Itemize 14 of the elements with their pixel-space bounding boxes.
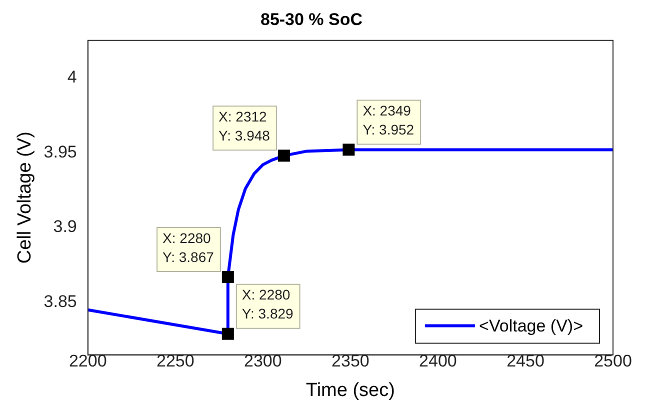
y-tick-label: 3.95 <box>44 142 77 162</box>
y-tick-label: 3.9 <box>53 217 77 236</box>
y-tick-label: 4 <box>67 68 77 87</box>
x-axis-title: Time (sec) <box>306 380 395 401</box>
x-tick-label: 2500 <box>594 352 632 371</box>
chart-title: 85-30 % SoC <box>260 10 363 29</box>
annotation: X: 2349 Y: 3.952 <box>362 102 414 138</box>
annotation: X: 2280 Y: 3.829 <box>242 286 294 322</box>
annotation: X: 2280 Y: 3.867 <box>162 230 214 265</box>
y-tick-label: 3.85 <box>44 292 77 312</box>
legend-label: <Voltage (V)> <box>479 316 584 336</box>
x-tick-label: 2200 <box>68 352 107 371</box>
y-axis-title: Cell Voltage (V) <box>14 132 36 264</box>
annotation: X: 2312 Y: 3.948 <box>218 108 270 144</box>
